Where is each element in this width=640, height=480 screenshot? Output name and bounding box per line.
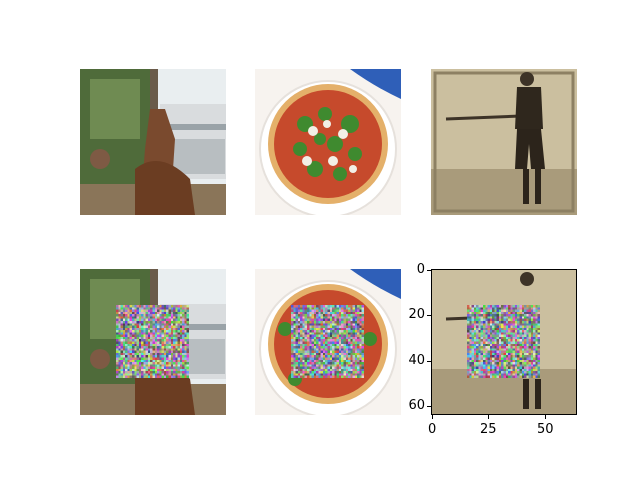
x-tick-25 (488, 415, 489, 419)
noise-patch (291, 305, 364, 378)
y-tick-label-60: 60 (408, 398, 425, 413)
image-pizza (255, 69, 401, 215)
y-tick-label-0: 0 (416, 262, 425, 277)
x-tick-50 (545, 415, 546, 419)
x-tick-label-50: 50 (537, 422, 554, 437)
noise-patch (116, 305, 189, 378)
y-tick-0 (427, 270, 431, 271)
x-tick-label-25: 25 (480, 422, 497, 437)
noise-patch (467, 305, 540, 378)
image-pizza-masked (255, 269, 401, 415)
y-tick-60 (427, 406, 431, 407)
y-tick-40 (427, 361, 431, 362)
image-baseball (431, 69, 577, 215)
x-tick-label-0: 0 (428, 422, 437, 437)
image-giraffe (80, 69, 226, 215)
image-giraffe-masked (80, 269, 226, 415)
x-tick-0 (432, 415, 433, 419)
y-tick-label-40: 40 (408, 353, 425, 368)
image-baseball-masked (431, 269, 577, 415)
y-tick-label-20: 20 (408, 307, 425, 322)
y-tick-20 (427, 315, 431, 316)
